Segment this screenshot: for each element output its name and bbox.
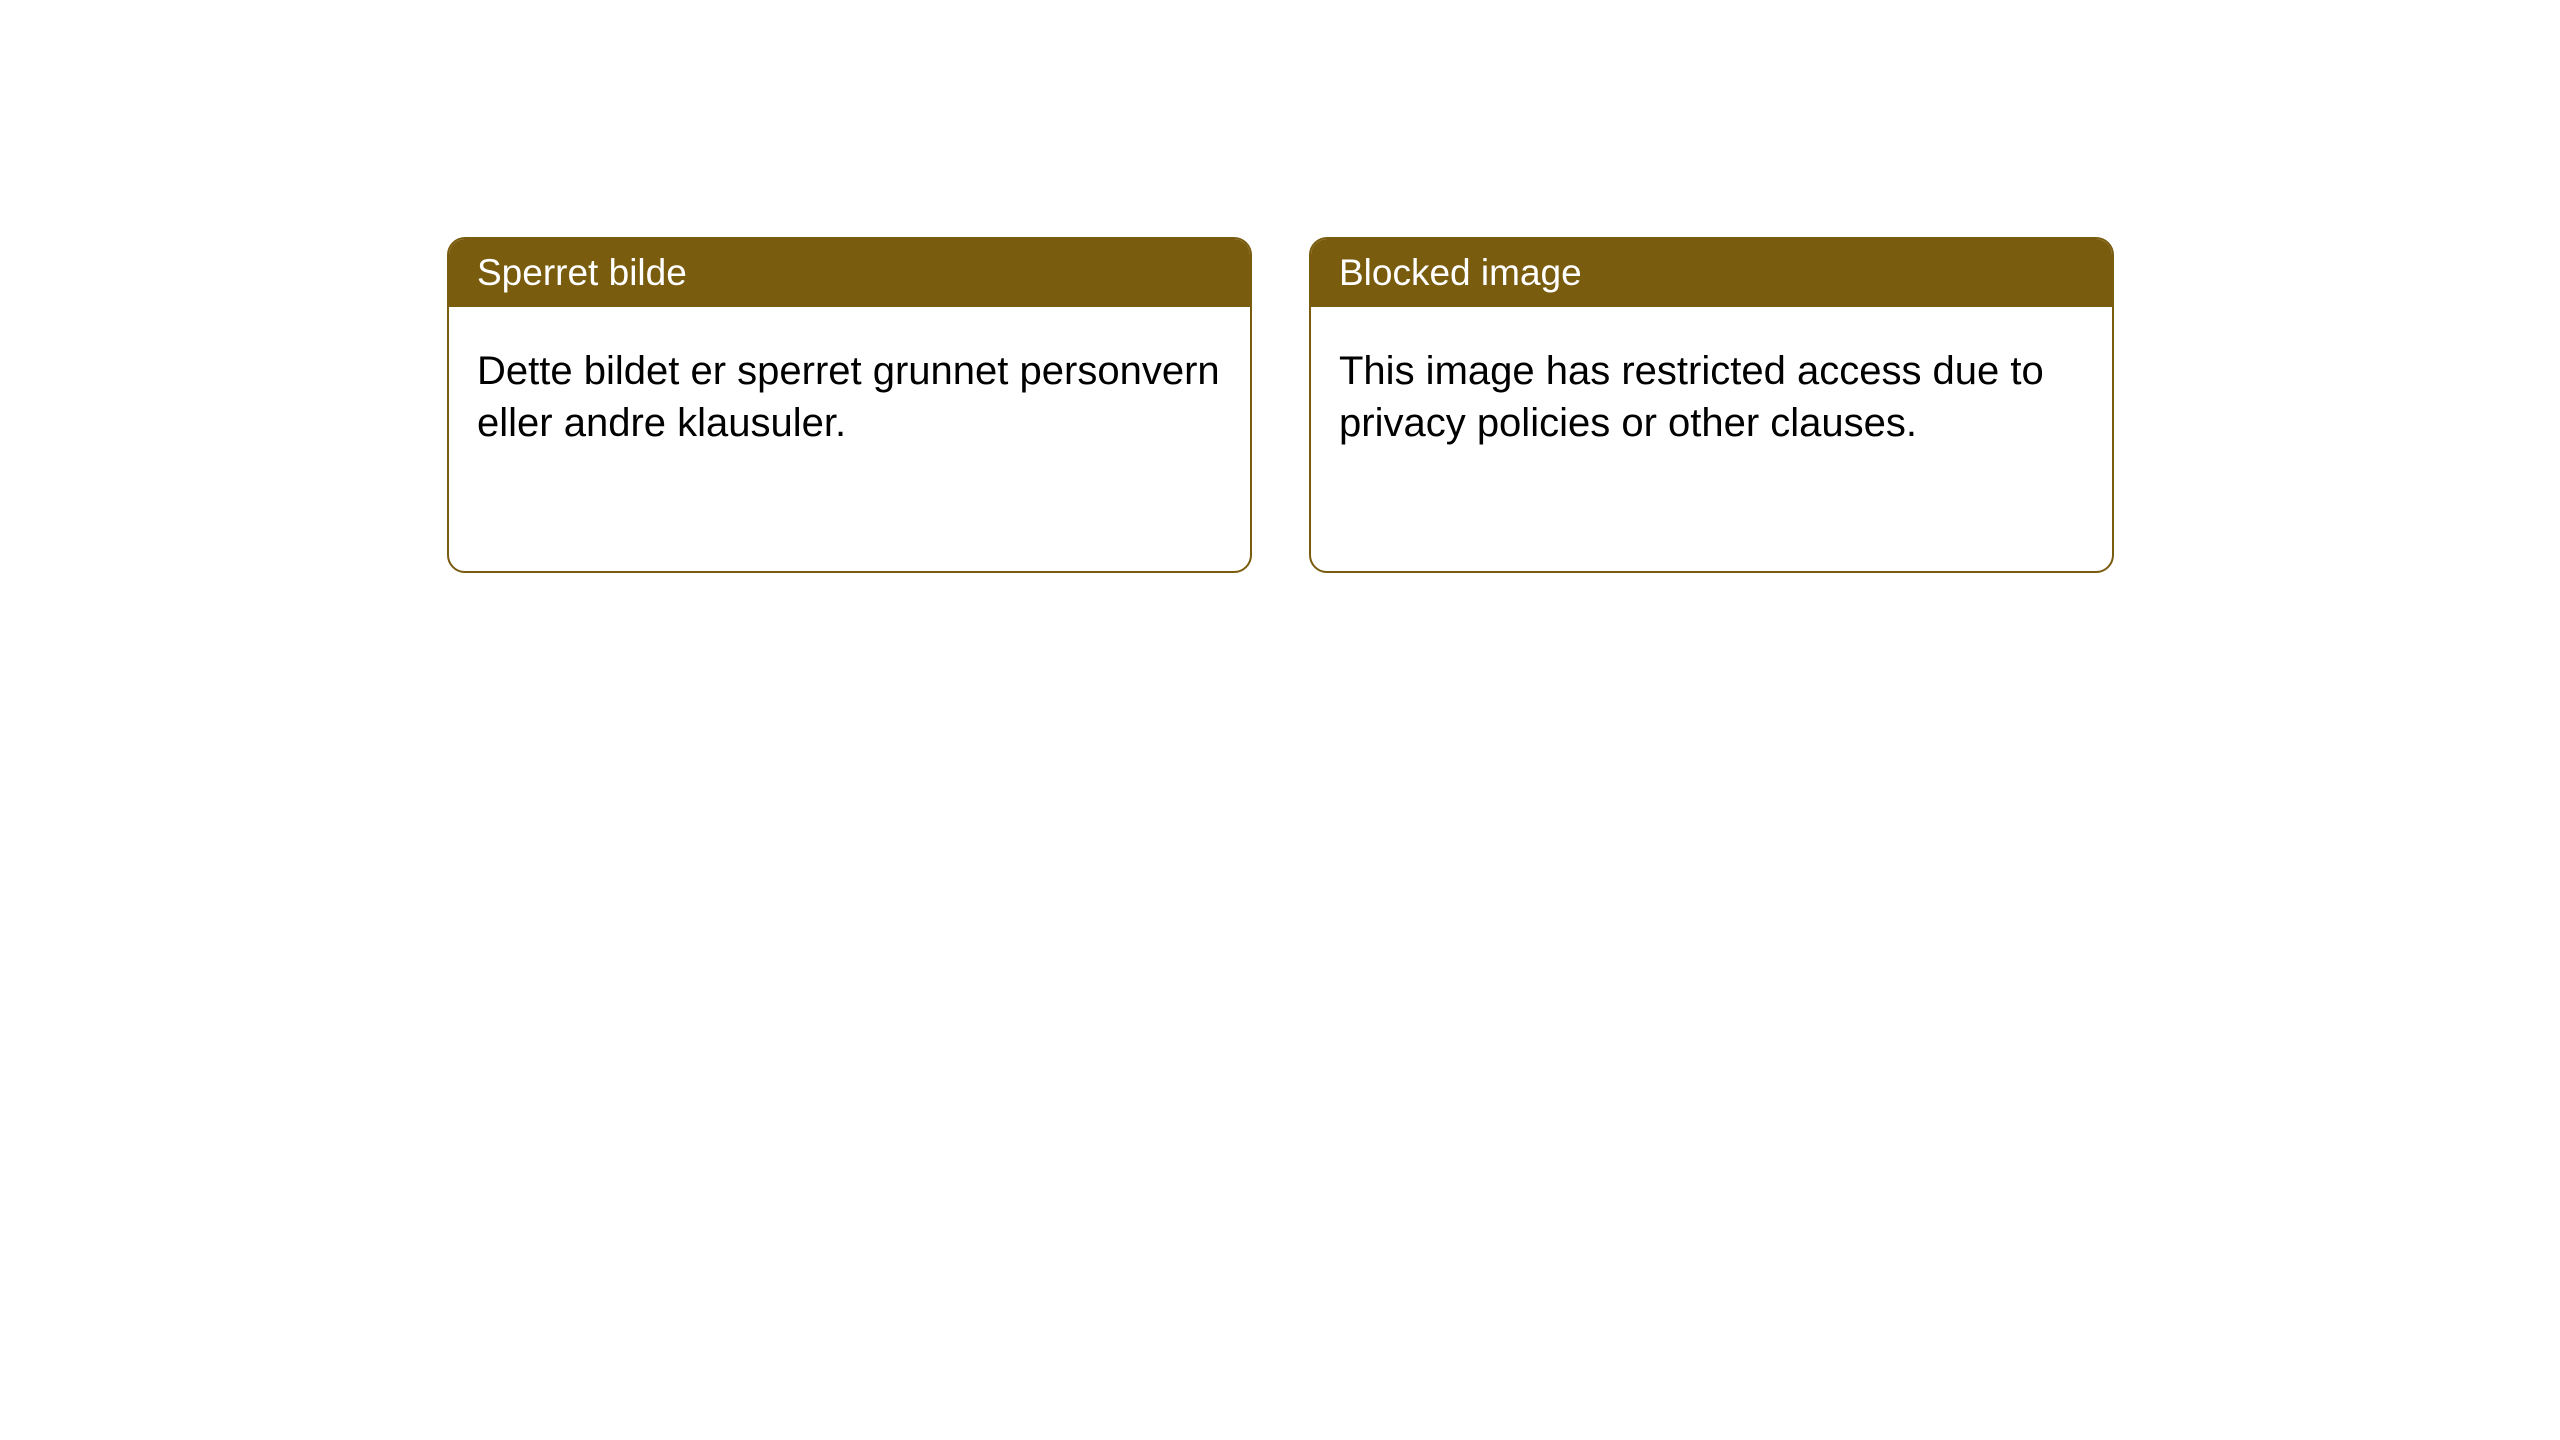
card-body-english: This image has restricted access due to … <box>1311 307 2112 487</box>
blocked-image-card-norwegian: Sperret bilde Dette bildet er sperret gr… <box>447 237 1252 573</box>
card-title-norwegian: Sperret bilde <box>477 252 687 293</box>
card-body-norwegian: Dette bildet er sperret grunnet personve… <box>449 307 1250 487</box>
notice-cards-container: Sperret bilde Dette bildet er sperret gr… <box>447 237 2114 573</box>
card-message-norwegian: Dette bildet er sperret grunnet personve… <box>477 349 1220 445</box>
card-message-english: This image has restricted access due to … <box>1339 349 2044 445</box>
blocked-image-card-english: Blocked image This image has restricted … <box>1309 237 2114 573</box>
card-header-norwegian: Sperret bilde <box>449 239 1250 307</box>
card-title-english: Blocked image <box>1339 252 1582 293</box>
card-header-english: Blocked image <box>1311 239 2112 307</box>
